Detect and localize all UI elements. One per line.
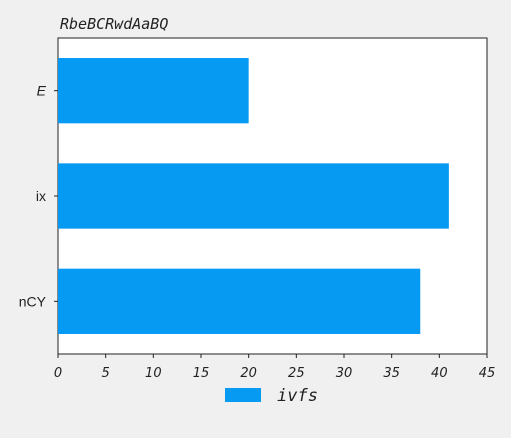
x-tick-label: 30 bbox=[336, 366, 353, 381]
bars-group bbox=[58, 58, 449, 334]
x-tick-labels: 0 5 10 15 20 25 30 35 40 45 bbox=[54, 354, 495, 381]
x-tick-label: 20 bbox=[240, 366, 257, 381]
x-tick-label: 35 bbox=[383, 366, 400, 381]
y-tick-label: E bbox=[37, 83, 47, 99]
x-tick-label: 45 bbox=[479, 366, 496, 381]
x-tick-label: 40 bbox=[431, 366, 448, 381]
legend-swatch bbox=[225, 388, 261, 402]
bar-ix bbox=[58, 163, 449, 229]
x-tick-label: 5 bbox=[102, 366, 110, 381]
x-tick-label: 25 bbox=[288, 366, 305, 381]
x-tick-label: 0 bbox=[54, 366, 62, 381]
legend: ivfs bbox=[225, 386, 318, 406]
y-tick-labels: Eix nCY bbox=[19, 83, 58, 309]
x-tick-label: 10 bbox=[145, 366, 162, 381]
bar-E bbox=[58, 58, 249, 124]
y-tick-label: nCY bbox=[19, 293, 47, 309]
chart-title: RbeBCRwdAaBQ bbox=[60, 15, 168, 33]
bar-nCY bbox=[58, 268, 421, 334]
y-tick-label: ix bbox=[36, 188, 46, 204]
x-tick-label: 15 bbox=[193, 366, 210, 381]
legend-label: ivfs bbox=[277, 386, 318, 406]
